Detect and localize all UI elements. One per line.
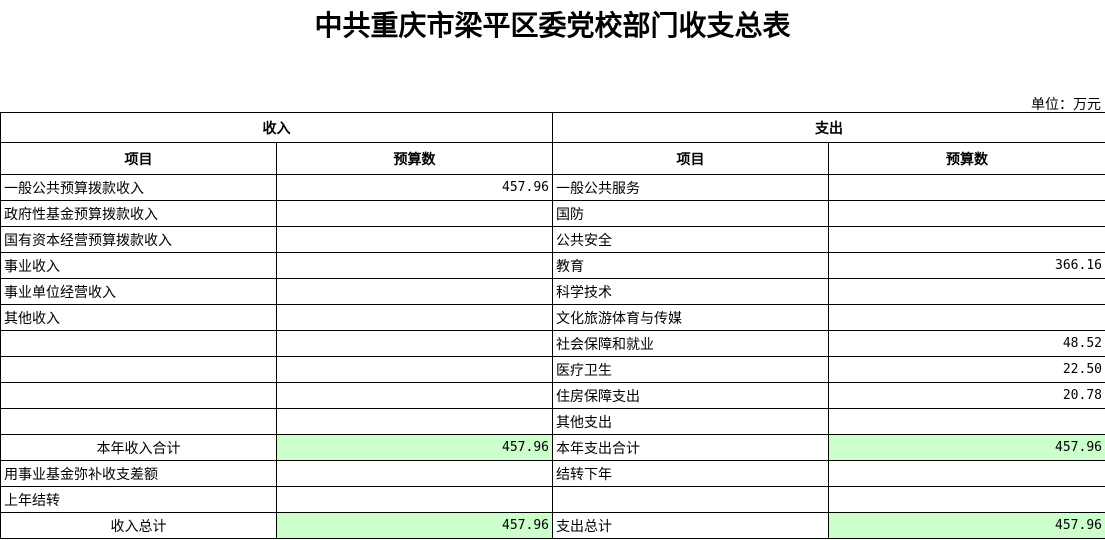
expense-item: 支出总计 [552, 512, 829, 539]
table-row: 事业单位经营收入 科学技术 [0, 278, 1105, 305]
income-header: 收入 [0, 112, 553, 143]
unit-label: 单位：万元 [1031, 97, 1101, 113]
income-item [0, 408, 277, 435]
expense-item: 国防 [552, 200, 829, 227]
expense-item: 结转下年 [552, 460, 829, 487]
income-value [276, 226, 553, 253]
table-row: 其他支出 [0, 408, 1105, 435]
income-item: 政府性基金预算拨款收入 [0, 200, 277, 227]
income-item: 收入总计 [0, 512, 277, 539]
table-row: 住房保障支出 20.78 [0, 382, 1105, 409]
expense-item: 教育 [552, 252, 829, 279]
income-value [276, 408, 553, 435]
income-value [276, 200, 553, 227]
income-item-header: 项目 [0, 142, 277, 175]
expense-header: 支出 [552, 112, 1105, 143]
expense-value: 366.16 [828, 252, 1105, 279]
expense-value [828, 200, 1105, 227]
income-value [276, 356, 553, 383]
income-item: 本年收入合计 [0, 434, 277, 461]
income-item: 一般公共预算拨款收入 [0, 174, 277, 201]
expense-budget-header: 预算数 [828, 142, 1105, 175]
income-value [276, 330, 553, 357]
income-item: 上年结转 [0, 486, 277, 513]
expense-item: 文化旅游体育与传媒 [552, 304, 829, 331]
income-item: 国有资本经营预算拨款收入 [0, 226, 277, 253]
table-row: 事业收入 教育 366.16 [0, 252, 1105, 279]
expense-item: 医疗卫生 [552, 356, 829, 383]
table-row: 用事业基金弥补收支差额 结转下年 [0, 460, 1105, 487]
income-value: 457.96 [276, 174, 553, 201]
expense-item: 公共安全 [552, 226, 829, 253]
expense-item: 其他支出 [552, 408, 829, 435]
income-value [276, 486, 553, 513]
table-row: 政府性基金预算拨款收入 国防 [0, 200, 1105, 227]
expense-value: 457.96 [828, 434, 1105, 461]
income-value: 457.96 [276, 434, 553, 461]
table-row: 社会保障和就业 48.52 [0, 330, 1105, 357]
income-item: 事业收入 [0, 252, 277, 279]
income-value [276, 252, 553, 279]
income-value [276, 278, 553, 305]
table-row: 本年收入合计 457.96 本年支出合计 457.96 [0, 434, 1105, 461]
expense-item-header: 项目 [552, 142, 829, 175]
expense-value: 22.50 [828, 356, 1105, 383]
income-item: 其他收入 [0, 304, 277, 331]
expense-value [828, 226, 1105, 253]
income-value [276, 304, 553, 331]
income-value: 457.96 [276, 512, 553, 539]
expense-value [828, 460, 1105, 487]
expense-item [552, 486, 829, 513]
table-row: 上年结转 [0, 486, 1105, 513]
expense-item: 科学技术 [552, 278, 829, 305]
income-value [276, 460, 553, 487]
income-item [0, 330, 277, 357]
income-item: 事业单位经营收入 [0, 278, 277, 305]
expense-item: 住房保障支出 [552, 382, 829, 409]
expense-value: 457.96 [828, 512, 1105, 539]
income-budget-header: 预算数 [276, 142, 553, 175]
table-row: 收入总计 457.96 支出总计 457.96 [0, 512, 1105, 539]
expense-item: 本年支出合计 [552, 434, 829, 461]
expense-item: 社会保障和就业 [552, 330, 829, 357]
expense-value [828, 486, 1105, 513]
budget-table: 收入 支出 项目 预算数 项目 预算数 一般公共预算拨款收入 457.96 一般公共… [0, 112, 1105, 539]
income-item [0, 356, 277, 383]
table-row: 国有资本经营预算拨款收入 公共安全 [0, 226, 1105, 253]
table-row: 其他收入 文化旅游体育与传媒 [0, 304, 1105, 331]
page-title: 中共重庆市梁平区委党校部门收支总表 [314, 9, 791, 42]
expense-item: 一般公共服务 [552, 174, 829, 201]
expense-value: 20.78 [828, 382, 1105, 409]
expense-value [828, 408, 1105, 435]
table-row: 一般公共预算拨款收入 457.96 一般公共服务 [0, 174, 1105, 201]
expense-value: 48.52 [828, 330, 1105, 357]
income-item: 用事业基金弥补收支差额 [0, 460, 277, 487]
expense-value [828, 304, 1105, 331]
expense-value [828, 278, 1105, 305]
expense-value [828, 174, 1105, 201]
table-row: 医疗卫生 22.50 [0, 356, 1105, 383]
income-value [276, 382, 553, 409]
income-item [0, 382, 277, 409]
